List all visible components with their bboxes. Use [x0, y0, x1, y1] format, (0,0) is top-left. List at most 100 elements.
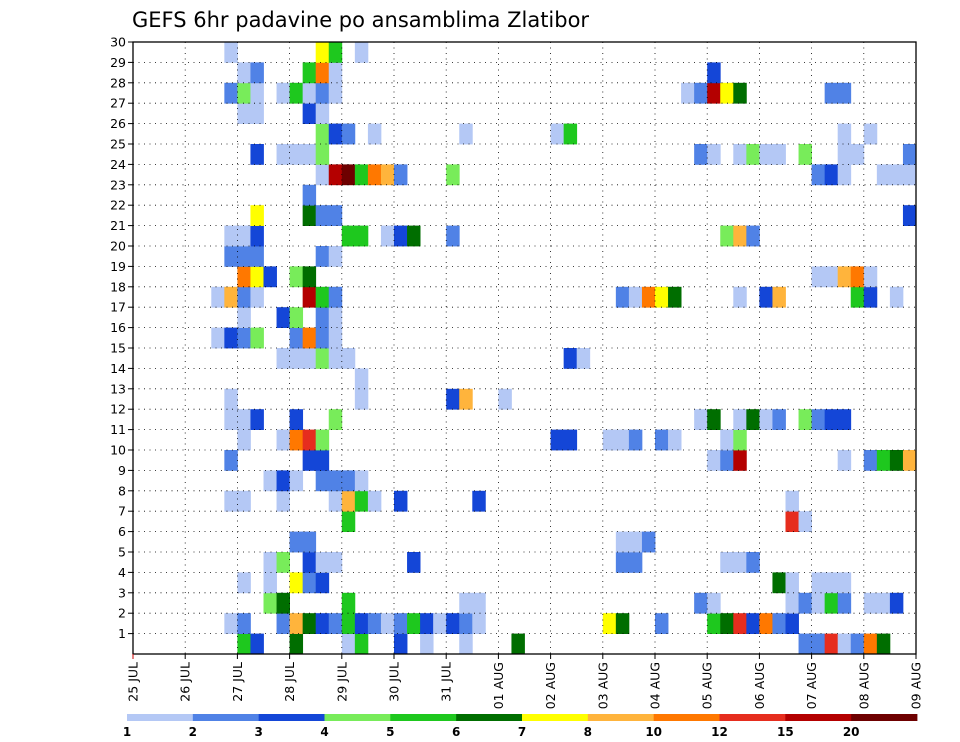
y-tick-label: 10	[110, 443, 126, 458]
heatmap-cell	[237, 62, 251, 84]
heatmap-cell	[446, 225, 460, 247]
heatmap-cell	[655, 613, 669, 634]
heatmap-cell	[602, 429, 617, 451]
y-tick-label: 30	[110, 35, 126, 50]
heatmap-cell	[276, 490, 290, 512]
heatmap-cell	[668, 286, 682, 308]
y-tick-label: 23	[110, 177, 126, 192]
heatmap-cell	[328, 470, 343, 492]
heatmap-cell	[315, 62, 330, 84]
heatmap-cell	[302, 103, 317, 124]
heatmap-cell	[302, 62, 317, 84]
heatmap-cell	[628, 286, 643, 308]
heatmap-cell	[446, 388, 460, 410]
heatmap-cell	[498, 388, 512, 410]
heatmap-cell	[811, 592, 826, 614]
heatmap-cell	[354, 225, 369, 247]
heatmap-cell	[289, 572, 304, 594]
heatmap-cell	[811, 164, 826, 186]
heatmap-cell	[876, 633, 891, 655]
heatmap-cell	[289, 82, 304, 104]
heatmap-cell	[315, 572, 330, 594]
heatmap-cell	[707, 613, 721, 634]
heatmap-cell	[302, 266, 317, 288]
x-tick-label: 05 AUG	[700, 662, 715, 709]
heatmap-cell	[341, 470, 356, 492]
heatmap-cell	[863, 450, 878, 471]
y-tick-label: 19	[110, 259, 126, 274]
heatmap-cell	[276, 348, 290, 369]
heatmap-cell	[837, 266, 852, 288]
heatmap-cell	[224, 225, 238, 247]
heatmap-cell	[302, 572, 317, 594]
heatmap-cell	[328, 164, 343, 186]
heatmap-cells	[211, 42, 917, 655]
heatmap-cell	[668, 429, 682, 451]
heatmap-cell	[354, 490, 369, 512]
heatmap-cell	[707, 144, 721, 165]
heatmap-cell	[224, 409, 238, 430]
heatmap-cell	[328, 123, 343, 145]
heatmap-cell	[289, 633, 304, 655]
heatmap-cell	[407, 552, 421, 573]
y-tick-label: 1	[118, 626, 126, 641]
heatmap-cell	[367, 164, 382, 186]
heatmap-cell	[237, 409, 251, 430]
y-tick-label: 16	[110, 320, 126, 335]
heatmap-cell	[250, 633, 264, 655]
heatmap-cell	[224, 613, 238, 634]
x-tick-label: 28 JUL	[282, 662, 297, 702]
heatmap-cell	[759, 409, 773, 430]
heatmap-cell	[341, 592, 356, 614]
heatmap-cell	[315, 470, 330, 492]
heatmap-cell	[394, 490, 408, 512]
heatmap-cell	[707, 82, 721, 104]
heatmap-cell	[250, 82, 264, 104]
heatmap-cell	[237, 246, 251, 267]
x-tick-label: 26 JUL	[178, 662, 193, 702]
x-tick-label: 29 JUL	[334, 662, 349, 702]
y-tick-label: 24	[110, 157, 126, 172]
heatmap-cell	[250, 327, 264, 349]
heatmap-cell	[341, 164, 356, 186]
heatmap-cell	[720, 429, 734, 451]
legend-swatch	[390, 714, 457, 721]
heatmap-cell	[250, 246, 264, 267]
heatmap-cell	[250, 62, 264, 84]
heatmap-cell	[407, 613, 421, 634]
heatmap-cell	[302, 286, 317, 308]
y-tick-label: 17	[110, 300, 126, 315]
heatmap-cell	[315, 613, 330, 634]
heatmap-cell	[733, 429, 747, 451]
heatmap-cell	[315, 552, 330, 573]
heatmap-cell	[811, 409, 826, 430]
x-tick-label: 01 AUG	[491, 662, 506, 709]
heatmap-cell	[785, 490, 799, 512]
heatmap-cell	[876, 164, 891, 186]
heatmap-cell	[707, 62, 721, 84]
heatmap-cell	[863, 633, 878, 655]
y-tick-label: 14	[110, 361, 126, 376]
heatmap-cell	[472, 613, 486, 634]
y-tick-label: 6	[118, 524, 126, 539]
heatmap-cell	[759, 144, 773, 165]
heatmap-cell	[420, 633, 434, 655]
y-tick-label: 2	[118, 606, 126, 621]
heatmap-cell	[733, 450, 747, 471]
y-tick-label: 11	[110, 422, 126, 437]
x-tick-label: 04 AUG	[648, 662, 663, 709]
heatmap-cell	[837, 409, 852, 430]
heatmap-cell	[237, 103, 251, 124]
heatmap-cell	[380, 613, 395, 634]
heatmap-cell	[394, 164, 408, 186]
heatmap-cell	[250, 103, 264, 124]
legend-swatch	[653, 714, 720, 721]
legend-swatch	[719, 714, 786, 721]
heatmap-cell	[459, 633, 473, 655]
heatmap-cell	[250, 225, 264, 247]
heatmap-cell	[328, 286, 343, 308]
heatmap-cell	[850, 633, 865, 655]
heatmap-cell	[772, 613, 786, 634]
heatmap-cell	[772, 572, 786, 594]
legend-label: 5	[386, 725, 394, 739]
